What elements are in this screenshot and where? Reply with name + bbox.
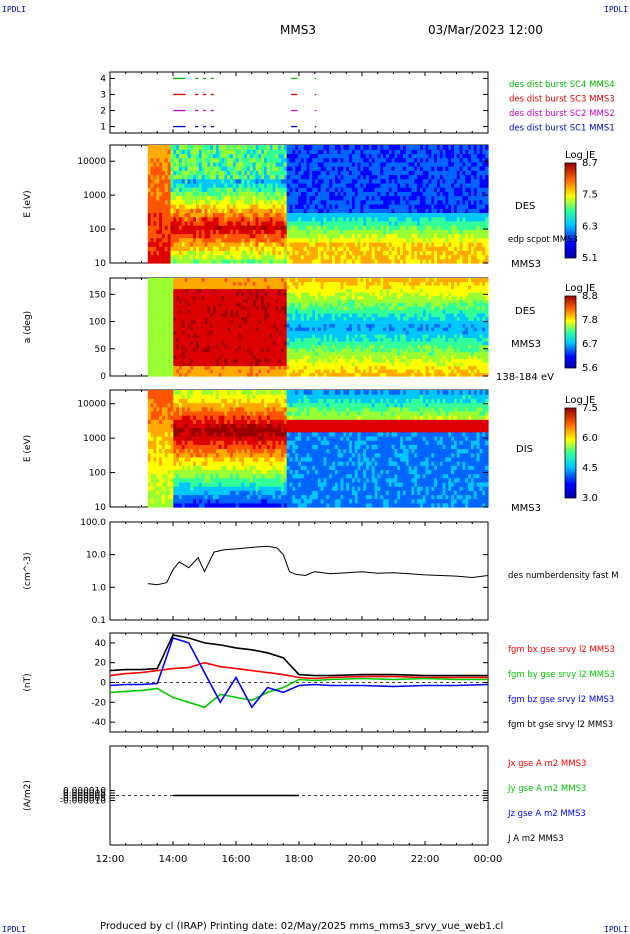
burst-legend-entry: des dist burst SC1 MMS1 — [509, 124, 615, 134]
spectrogram-cell — [485, 204, 488, 209]
spectrogram-cell — [485, 217, 488, 222]
colorbar-tick-label: 8.7 — [582, 158, 598, 169]
des_energy-spectrogram — [148, 145, 489, 264]
spectrogram-cell — [485, 242, 488, 247]
colorbar-tick-label: 7.5 — [582, 190, 598, 201]
corner-tag-top-right: IPDLI — [604, 5, 628, 14]
burst-legend-entry: des dist burst SC3 MMS3 — [509, 95, 615, 105]
y-axis-label: E (eV) — [23, 190, 33, 217]
spectrogram-cell — [485, 221, 488, 226]
corner-tag-top-left: IPDLI — [2, 5, 26, 14]
corner-tag-bottom-right: IPDLI — [604, 925, 628, 934]
burst-legend-entry: des dist burst SC4 MMS4 — [509, 80, 615, 90]
spectrogram-cell — [485, 153, 488, 158]
y-tick-label: 1 — [100, 123, 106, 133]
y-tick-label: 3 — [100, 90, 106, 100]
spectrogram-cell — [485, 234, 488, 239]
burst-frame — [110, 72, 488, 133]
spectrogram-cell — [485, 212, 488, 217]
spectrogram-cell — [485, 175, 488, 180]
spectrogram-cell — [485, 208, 488, 213]
spectrogram-cell — [485, 238, 488, 243]
corner-tag-bottom-left: IPDLI — [2, 925, 26, 934]
burst-legend-entry: des dist burst SC2 MMS2 — [509, 109, 615, 119]
spectrogram-cell — [485, 149, 488, 154]
spectrogram-cell — [485, 170, 488, 175]
plot-datetime: 03/Mar/2023 12:00 — [428, 23, 543, 37]
y-tick-label: 2 — [100, 107, 106, 117]
y-tick-label: 10 — [95, 259, 107, 269]
spectrogram-cell — [485, 196, 488, 201]
spectrogram-cell — [485, 255, 488, 260]
spectrogram-cell — [485, 200, 488, 205]
mission-title: MMS3 — [280, 23, 316, 37]
spectrogram-cell — [485, 246, 488, 251]
spectrogram-cell — [485, 166, 488, 171]
spectrogram-cell — [485, 179, 488, 184]
spectrogram-cell — [485, 158, 488, 163]
colorbar-tick-label: 5.1 — [582, 253, 598, 264]
y-tick-label: 1000 — [83, 191, 106, 201]
des-label: DES — [515, 201, 535, 212]
panel-stack: 1 2 3 4 des dist burst SC1 MMS1 des dist burs… — [23, 72, 619, 865]
scpot-label: edp scpot MMS3 — [508, 235, 578, 245]
mms-summary-plot: IPDLI IPDLI IPDLI IPDLI MMS3 03/Mar/2023… — [0, 0, 630, 934]
spacecraft-label: MMS3 — [511, 259, 541, 270]
spectrogram-cell — [485, 229, 488, 234]
colorbar-tick-label: 6.3 — [582, 221, 598, 232]
y-tick-label: 4 — [100, 74, 106, 84]
spectrogram-cell — [485, 145, 488, 150]
spectrogram-cell — [485, 183, 488, 188]
spectrogram-cell — [485, 162, 488, 167]
des_pitch-spectrogram — [148, 278, 489, 377]
spectrogram-cell — [485, 250, 488, 255]
spectrogram-cell — [485, 187, 488, 192]
y-tick-label: 10000 — [77, 157, 106, 167]
y-tick-label: 100 — [89, 225, 106, 235]
